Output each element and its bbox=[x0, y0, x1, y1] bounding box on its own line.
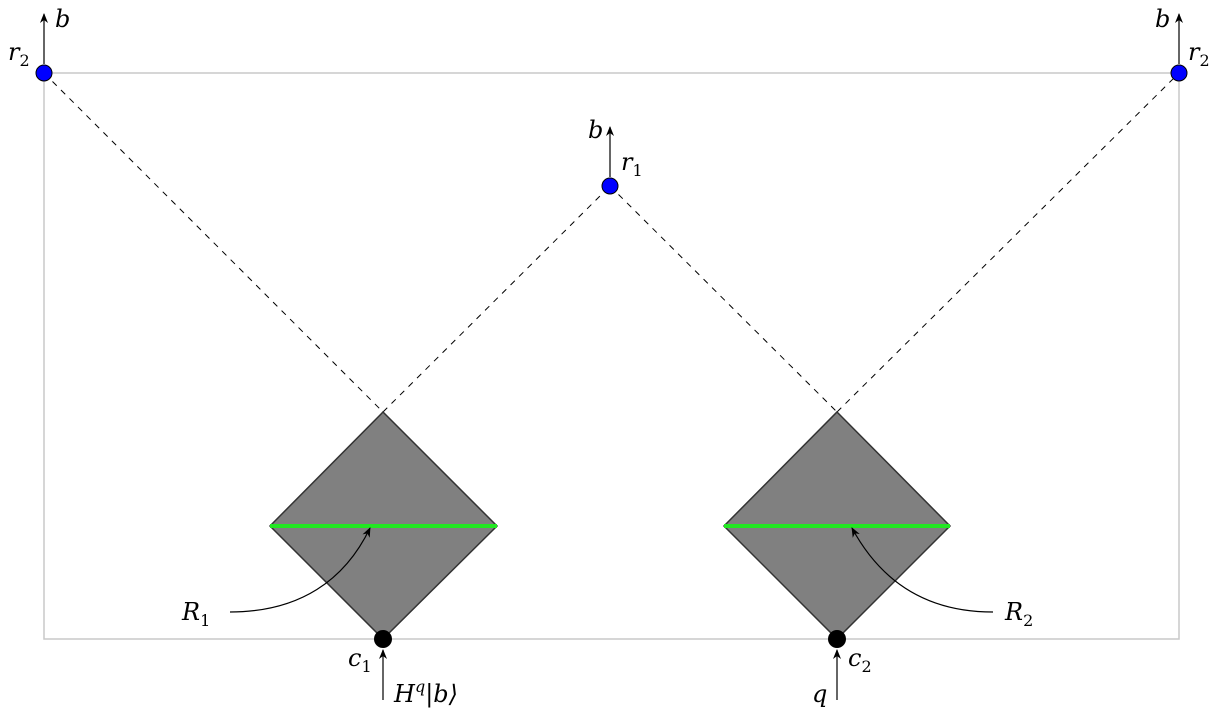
label-r2-right: r2 bbox=[1188, 38, 1210, 70]
label-r1: r1 bbox=[621, 148, 643, 180]
label-input-left: Hq|b⟩ bbox=[393, 677, 458, 709]
label-r2-left: r2 bbox=[8, 38, 30, 70]
node-r2-left bbox=[35, 64, 53, 82]
label-c2: c2 bbox=[848, 644, 872, 676]
node-r1 bbox=[601, 177, 619, 195]
curved-arrow-R1 bbox=[229, 527, 371, 613]
node-c1 bbox=[374, 630, 392, 648]
bounding-frame bbox=[43, 72, 1180, 640]
label-c1: c1 bbox=[348, 644, 372, 676]
curved-arrow-R2 bbox=[851, 527, 994, 613]
label-R1: R1 bbox=[181, 598, 210, 630]
label-b-left: b bbox=[55, 5, 70, 33]
dashed-line-r2-left-to-diamond-1 bbox=[43, 72, 384, 413]
dashed-line-diamond-1-to-r1 bbox=[382, 185, 611, 413]
node-r2-right bbox=[1170, 64, 1188, 82]
label-R2: R2 bbox=[1004, 598, 1033, 630]
dashed-line-r1-to-diamond-2 bbox=[609, 185, 838, 413]
label-input-right: q bbox=[812, 680, 827, 708]
node-c2 bbox=[828, 630, 846, 648]
dashed-line-diamond-2-to-r2-right bbox=[836, 72, 1180, 413]
label-b-mid: b bbox=[588, 116, 603, 144]
label-b-right: b bbox=[1155, 5, 1170, 33]
